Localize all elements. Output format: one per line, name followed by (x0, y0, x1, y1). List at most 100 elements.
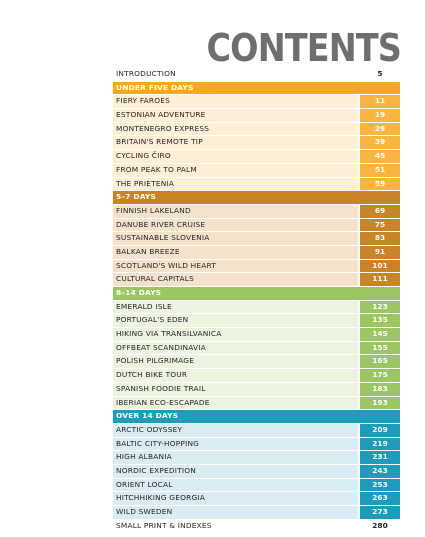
page-number: 91 (360, 245, 400, 259)
page-number: 165 (360, 355, 400, 369)
toc-row: OFFBEAT SCANDINAVIA 155 (113, 341, 400, 356)
page-number: 175 (360, 369, 400, 382)
entry-title: BRITAIN'S REMOTE TIP (113, 136, 358, 150)
toc-row: BRITAIN'S REMOTE TIP 39 (113, 136, 400, 151)
toc-row: WILD SWEDEN 273 (113, 506, 400, 520)
page-number: 123 (360, 300, 400, 314)
page-number: 219 (360, 437, 400, 451)
toc-row: DANUBE RIVER CRUISE 75 (113, 218, 400, 233)
entry-title: POLISH PILGRIMAGE (113, 355, 358, 369)
entry-title: NORDIC EXPEDITION (113, 464, 358, 478)
page-number: 111 (360, 273, 400, 286)
page-title: CONTENTS (206, 26, 402, 70)
page-number: 69 (360, 204, 400, 218)
entry-title: SPANISH FOODIE TRAIL (113, 382, 358, 396)
page-number: 231 (360, 451, 400, 464)
entry-title: DUTCH BIKE TOUR (113, 369, 358, 382)
page-number: 193 (360, 396, 400, 410)
page-number: 263 (360, 492, 400, 505)
page-number: 75 (360, 218, 400, 232)
section-header: 8–14 DAYS (113, 287, 400, 301)
entry-title: INTRODUCTION (116, 69, 176, 78)
page-number: 209 (360, 423, 400, 437)
toc-row: BALTIC CITY-HOPPING 219 (113, 437, 400, 452)
page-number: 273 (360, 506, 400, 519)
toc-row: ORIENT LOCAL 253 (113, 478, 400, 493)
page-number: 51 (360, 163, 400, 177)
page-number: 83 (360, 232, 400, 245)
entry-title: ORIENT LOCAL (113, 478, 358, 492)
page-number: 45 (360, 150, 400, 163)
toc-row: HIKING VIA TRANSILVANICA 145 (113, 328, 400, 342)
entry-title: SMALL PRINT & INDEXES (116, 520, 212, 530)
entry-title: FROM PEAK TO PALM (113, 163, 358, 177)
page-number: 155 (360, 341, 400, 355)
toc-row: FIERY FAROES 11 (113, 95, 400, 110)
entry-title: HIKING VIA TRANSILVANICA (113, 328, 358, 341)
section-title: 5–7 DAYS (113, 191, 400, 204)
section-header: UNDER FIVE DAYS (113, 81, 400, 96)
page-number: 5 (377, 69, 383, 78)
entry-title: CYCLING ČIRO (113, 150, 358, 163)
entry-title: PORTUGAL'S EDEN (113, 314, 358, 328)
toc-row: FROM PEAK TO PALM 51 (113, 163, 400, 178)
page-number: 59 (360, 177, 400, 191)
toc-row: DUTCH BIKE TOUR 175 (113, 369, 400, 383)
section-header: OVER 14 DAYS (113, 410, 400, 424)
entry-title: BALKAN BREEZE (113, 245, 358, 259)
page-number: 253 (360, 478, 400, 492)
toc-row: IBERIAN ECO-ESCAPADE 193 (113, 396, 400, 411)
entry-title: WILD SWEDEN (113, 506, 358, 519)
entry-title: FINNISH LAKELAND (113, 204, 358, 218)
page-number: 29 (360, 122, 400, 136)
entry-title: BALTIC CITY-HOPPING (113, 437, 358, 451)
toc-row: THE PRIETENIA 59 (113, 177, 400, 192)
toc-row: SPANISH FOODIE TRAIL 183 (113, 382, 400, 397)
contents-list: INTRODUCTION 5 UNDER FIVE DAYS FIERY FAROES… (113, 68, 400, 534)
toc-row: HIGH ALBANIA 231 (113, 451, 400, 465)
toc-row: CULTURAL CAPITALS 111 (113, 273, 400, 287)
page-number: 19 (360, 109, 400, 122)
section-title: 8–14 DAYS (113, 287, 400, 300)
page-number: 280 (372, 520, 388, 530)
toc-row: PORTUGAL'S EDEN 135 (113, 314, 400, 329)
toc-row: HITCHHIKING GEORGIA 263 (113, 492, 400, 506)
toc-row: SMALL PRINT & INDEXES 280 (113, 520, 400, 534)
entry-title: ESTONIAN ADVENTURE (113, 109, 358, 122)
page-number: 145 (360, 328, 400, 341)
entry-title: EMERALD ISLE (113, 300, 358, 314)
entry-title: HITCHHIKING GEORGIA (113, 492, 358, 505)
toc-row: SCOTLAND'S WILD HEART 101 (113, 259, 400, 274)
toc-row: POLISH PILGRIMAGE 165 (113, 355, 400, 370)
toc-row: FINNISH LAKELAND 69 (113, 204, 400, 219)
toc-row: EMERALD ISLE 123 (113, 300, 400, 315)
entry-title: THE PRIETENIA (113, 177, 358, 191)
entry-title: MONTENEGRO EXPRESS (113, 122, 358, 136)
page-number: 11 (360, 95, 400, 109)
toc-row: BALKAN BREEZE 91 (113, 245, 400, 260)
section-title: OVER 14 DAYS (113, 410, 400, 423)
toc-row: ARCTIC ODYSSEY 209 (113, 423, 400, 438)
page-number: 39 (360, 136, 400, 150)
section-title: UNDER FIVE DAYS (113, 81, 400, 95)
entry-title: SCOTLAND'S WILD HEART (113, 259, 358, 273)
entry-title: SUSTAINABLE SLOVENIA (113, 232, 358, 245)
page-number: 135 (360, 314, 400, 328)
toc-row: SUSTAINABLE SLOVENIA 83 (113, 232, 400, 246)
entry-title: OFFBEAT SCANDINAVIA (113, 341, 358, 355)
page-number: 183 (360, 382, 400, 396)
entry-title: HIGH ALBANIA (113, 451, 358, 464)
page-number: 243 (360, 464, 400, 478)
toc-row: ESTONIAN ADVENTURE 19 (113, 109, 400, 123)
toc-row: CYCLING ČIRO 45 (113, 150, 400, 164)
toc-row: NORDIC EXPEDITION 243 (113, 464, 400, 479)
entry-title: ARCTIC ODYSSEY (113, 423, 358, 437)
entry-title: CULTURAL CAPITALS (113, 273, 358, 286)
page-number: 101 (360, 259, 400, 273)
entry-title: FIERY FAROES (113, 95, 358, 109)
toc-row: INTRODUCTION 5 (113, 68, 400, 82)
entry-title: DANUBE RIVER CRUISE (113, 218, 358, 232)
entry-title: IBERIAN ECO-ESCAPADE (113, 396, 358, 410)
section-header: 5–7 DAYS (113, 191, 400, 205)
